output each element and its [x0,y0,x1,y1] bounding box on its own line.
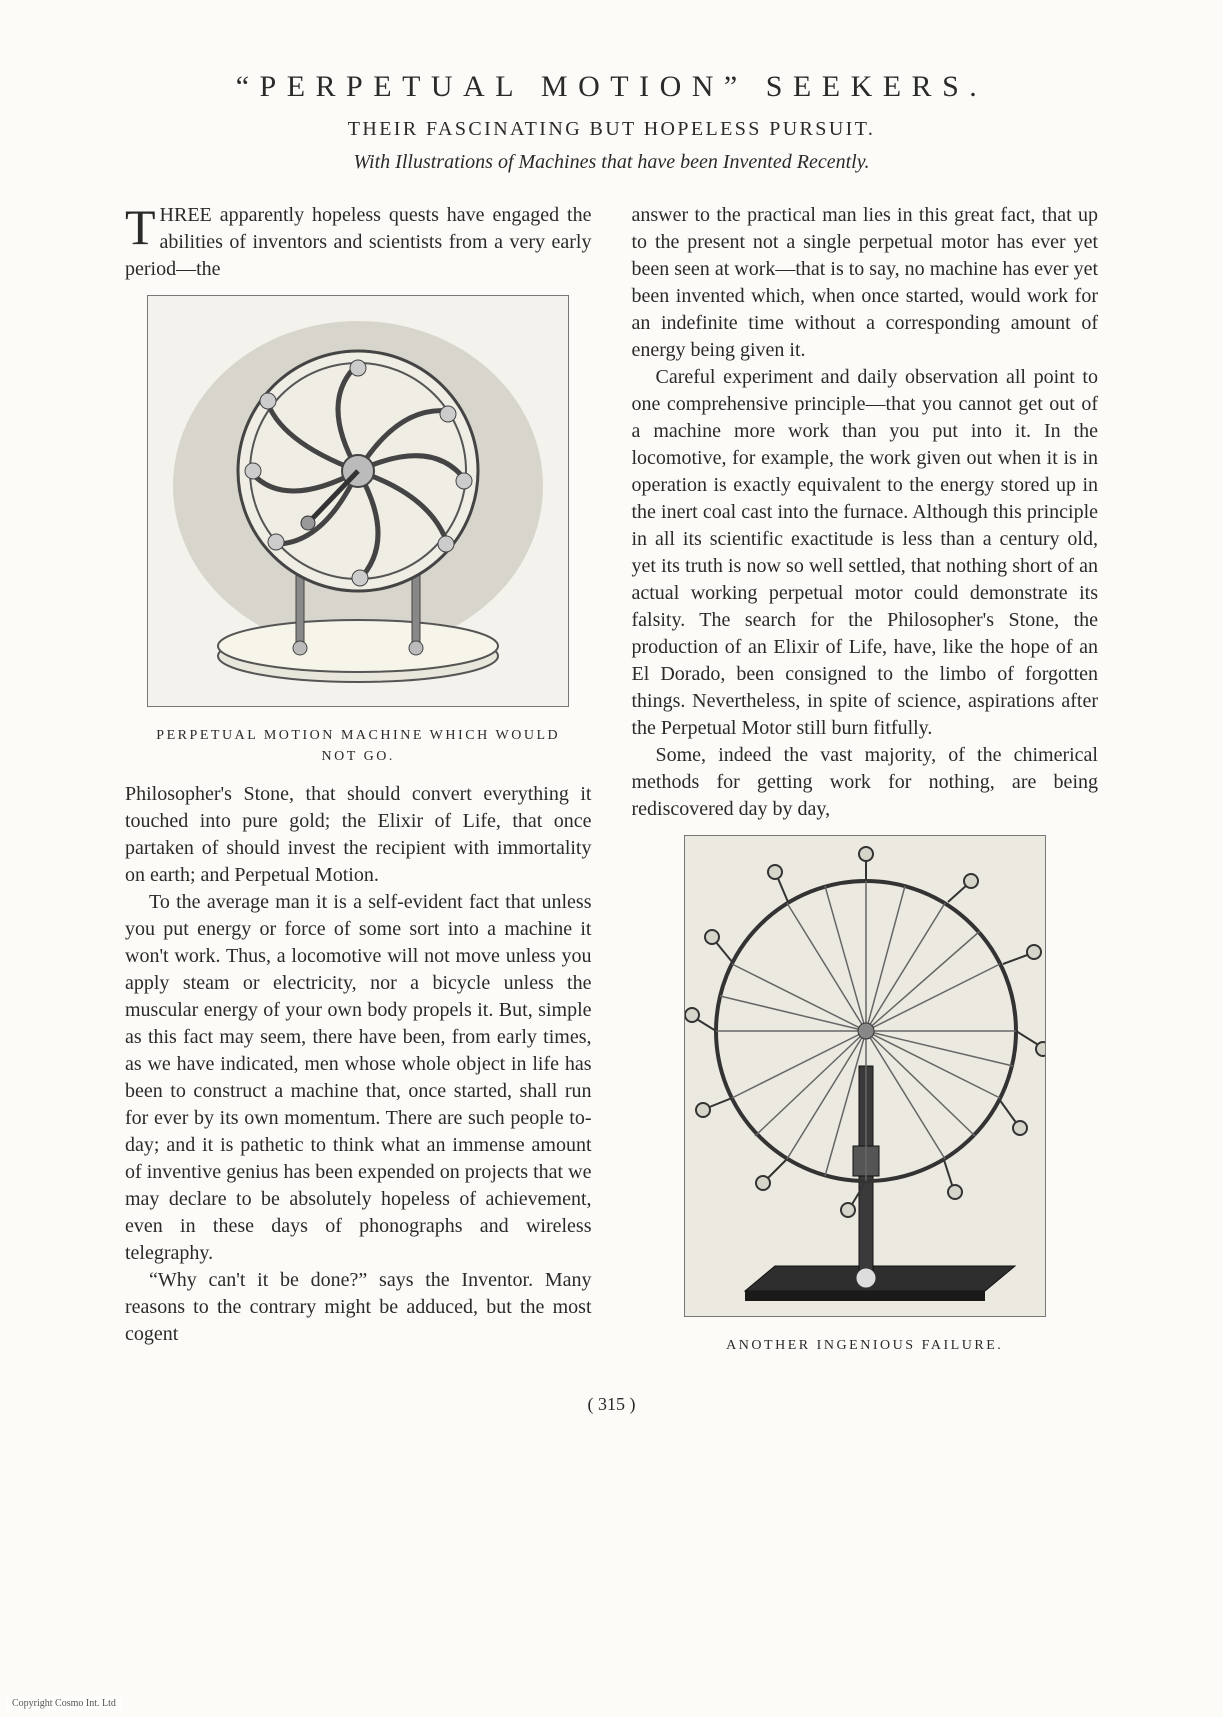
paragraph-3: To the average man it is a self-evident … [125,889,592,1267]
figure-2-caption: ANOTHER INGENIOUS FAILURE. [632,1335,1099,1356]
paragraph-2: Philosopher's Stone, that should convert… [125,781,592,889]
figure-2-illustration [685,836,1045,1316]
document-page: “PERPETUAL MOTION” SEEKERS. THEIR FASCIN… [0,0,1223,1717]
dropcap: T [125,202,160,249]
paragraph-4: “Why can't it be done?” says the Invento… [125,1267,592,1348]
figure-1: PERPETUAL MOTION MACHINE WHICH WOULD NOT… [125,295,592,767]
lead-paragraph: THREE apparently hopeless quests have en… [125,202,592,283]
figure-2: ANOTHER INGENIOUS FAILURE. [632,835,1099,1356]
body-columns: THREE apparently hopeless quests have en… [125,202,1098,1370]
copyright-watermark: Copyright Cosmo Int. Ltd [6,1696,122,1711]
article-tagline: With Illustrations of Machines that have… [125,151,1098,174]
figure-1-illustration [148,296,568,706]
page-number: ( 315 ) [125,1394,1098,1415]
article-subtitle: THEIR FASCINATING BUT HOPELESS PURSUIT. [125,118,1098,141]
article-title: “PERPETUAL MOTION” SEEKERS. [125,70,1098,104]
paragraph-6: Careful experiment and daily observation… [632,364,1099,742]
lead-text: HREE apparently hopeless quests have eng… [125,204,592,280]
figure-2-frame [684,835,1046,1317]
figure-1-caption: PERPETUAL MOTION MACHINE WHICH WOULD NOT… [125,725,592,767]
paragraph-5: answer to the practical man lies in this… [632,202,1099,364]
paragraph-7: Some, indeed the vast majority, of the c… [632,742,1099,823]
figure-1-frame [147,295,569,707]
